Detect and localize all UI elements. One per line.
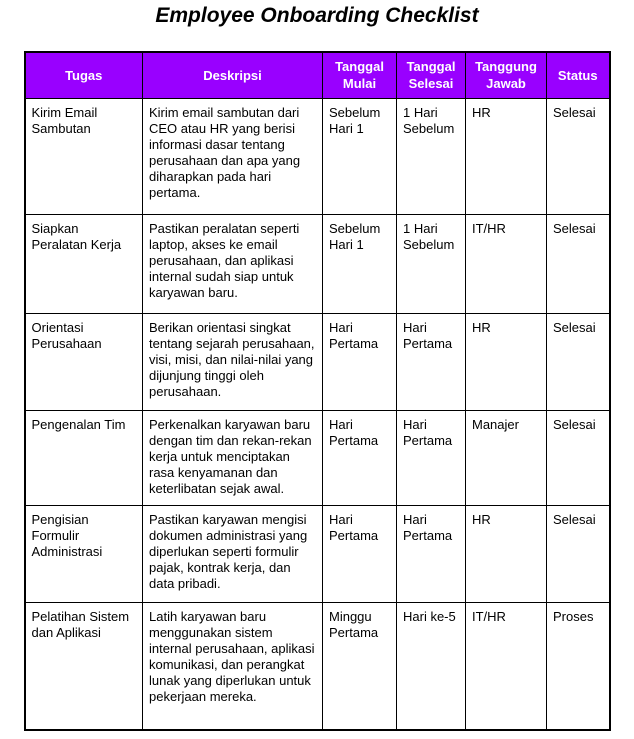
cell-deskripsi: Pastikan peralatan seperti laptop, akses… [142, 213, 323, 314]
onboarding-checklist-table: Tugas Deskripsi Tanggal Mulai Tanggal Se… [23, 51, 611, 731]
cell-status: Selesai [546, 504, 610, 603]
cell-tugas: Kirim Email Sambutan [24, 97, 143, 215]
cell-status: Selesai [546, 312, 610, 411]
cell-tanggal-mulai: Hari Pertama [322, 504, 397, 603]
cell-deskripsi: Latih karyawan baru menggunakan sistem i… [142, 601, 323, 731]
column-header-deskripsi: Deskripsi [142, 51, 323, 99]
cell-tugas: Siapkan Peralatan Kerja [24, 213, 143, 314]
cell-tanggal-mulai: Sebelum Hari 1 [322, 213, 397, 314]
table-row: Siapkan Peralatan Kerja Pastikan peralat… [24, 213, 610, 314]
cell-tugas: Pengenalan Tim [24, 409, 143, 506]
cell-tanggung-jawab: HR [465, 312, 547, 411]
cell-tanggal-mulai: Hari Pertama [322, 312, 397, 411]
cell-tanggung-jawab: IT/HR [465, 601, 547, 731]
cell-tanggal-selesai: 1 Hari Sebelum [396, 213, 466, 314]
cell-status: Selesai [546, 97, 610, 215]
cell-tanggal-mulai: Minggu Pertama [322, 601, 397, 731]
document-page: { "page": { "title": "Employee Onboardin… [0, 3, 634, 739]
cell-tanggal-mulai: Hari Pertama [322, 409, 397, 506]
cell-tanggal-selesai: Hari ke-5 [396, 601, 466, 731]
cell-tanggung-jawab: IT/HR [465, 213, 547, 314]
column-header-tanggal-mulai: Tanggal Mulai [322, 51, 397, 99]
cell-tanggal-selesai: Hari Pertama [396, 504, 466, 603]
cell-deskripsi: Perkenalkan karyawan baru dengan tim dan… [142, 409, 323, 506]
page-title: Employee Onboarding Checklist [155, 4, 479, 27]
cell-status: Proses [546, 601, 610, 731]
table-row: Pelatihan Sistem dan Aplikasi Latih kary… [24, 601, 610, 731]
cell-tugas: Pengisian Formulir Administrasi [24, 504, 143, 603]
cell-status: Selesai [546, 213, 610, 314]
cell-tugas: Pelatihan Sistem dan Aplikasi [24, 601, 143, 731]
table-row: Kirim Email Sambutan Kirim email sambuta… [24, 97, 610, 215]
cell-tanggal-selesai: Hari Pertama [396, 409, 466, 506]
cell-deskripsi: Berikan orientasi singkat tentang sejara… [142, 312, 323, 411]
cell-status: Selesai [546, 409, 610, 506]
cell-deskripsi: Kirim email sambutan dari CEO atau HR ya… [142, 97, 323, 215]
cell-tanggung-jawab: Manajer [465, 409, 547, 506]
column-header-tugas: Tugas [24, 51, 143, 99]
cell-tanggung-jawab: HR [465, 504, 547, 603]
cell-tugas: Orientasi Perusahaan [24, 312, 143, 411]
cell-tanggal-mulai: Sebelum Hari 1 [322, 97, 397, 215]
cell-deskripsi: Pastikan karyawan mengisi dokumen admini… [142, 504, 323, 603]
cell-tanggal-selesai: 1 Hari Sebelum [396, 97, 466, 215]
cell-tanggung-jawab: HR [465, 97, 547, 215]
column-header-tanggal-selesai: Tanggal Selesai [396, 51, 466, 99]
table-row: Pengenalan Tim Perkenalkan karyawan baru… [24, 409, 610, 506]
table-row: Orientasi Perusahaan Berikan orientasi s… [24, 312, 610, 411]
column-header-status: Status [546, 51, 610, 99]
cell-tanggal-selesai: Hari Pertama [396, 312, 466, 411]
column-header-tanggung-jawab: Tanggung Jawab [465, 51, 547, 99]
table-header-row: Tugas Deskripsi Tanggal Mulai Tanggal Se… [24, 51, 610, 99]
table-row: Pengisian Formulir Administrasi Pastikan… [24, 504, 610, 603]
